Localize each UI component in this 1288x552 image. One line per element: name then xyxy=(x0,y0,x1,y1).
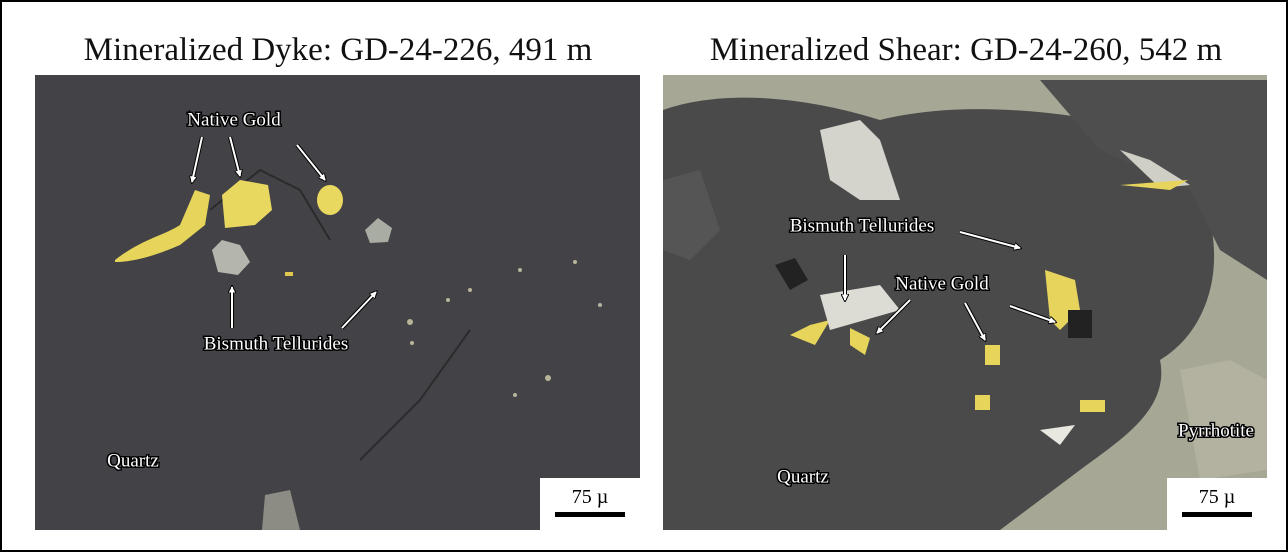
scale-bar: 75 µ xyxy=(1167,478,1267,530)
mineral-label: Native Gold xyxy=(187,109,281,130)
scale-bar-label: 75 µ xyxy=(572,486,609,508)
scale-bar-label: 75 µ xyxy=(1199,486,1236,508)
mineral-label: Quartz xyxy=(107,450,159,471)
mineral-label: Native Gold xyxy=(895,273,989,294)
mineral-label: Quartz xyxy=(777,466,829,487)
mineral-label: Bismuth Tellurides xyxy=(204,333,349,354)
mineral-label: Bismuth Tellurides xyxy=(790,215,935,236)
micrograph-right xyxy=(663,75,1267,530)
figure: Mineralized Dyke: GD-24-226, 491 m Miner… xyxy=(0,0,1288,552)
panel-title: Mineralized Shear: GD-24-260, 542 m xyxy=(710,32,1223,68)
scale-bar: 75 µ xyxy=(540,478,640,530)
mineral-label: Pyrrhotite xyxy=(1178,420,1254,441)
panel-title: Mineralized Dyke: GD-24-226, 491 m xyxy=(84,32,593,68)
